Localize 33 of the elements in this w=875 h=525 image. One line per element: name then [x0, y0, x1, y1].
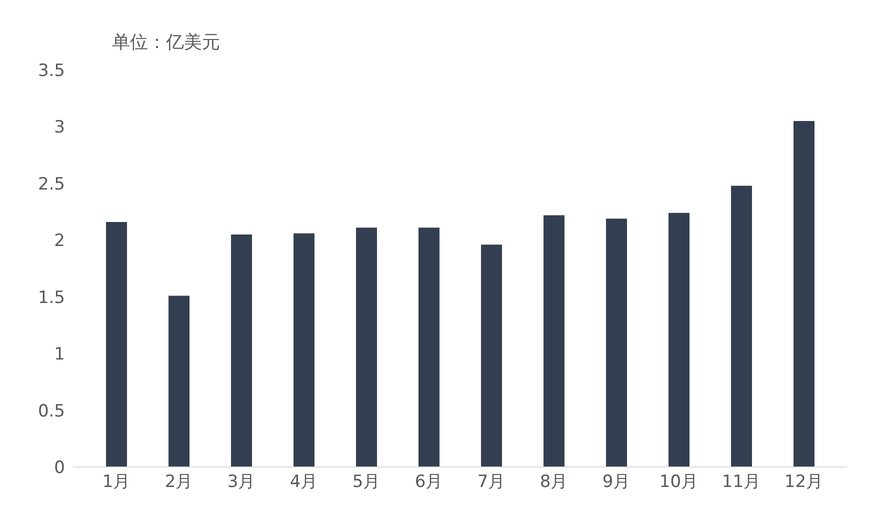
bar [418, 228, 440, 467]
bar [106, 222, 127, 467]
x-tick-label: 2月 [164, 472, 193, 492]
y-tick-label: 2.5 [38, 174, 65, 194]
y-tick-label: 0 [54, 458, 65, 478]
x-tick-label: 1月 [102, 472, 130, 492]
bar [294, 233, 314, 467]
y-tick-label: 2 [54, 231, 65, 252]
x-tick-label: 8月 [540, 472, 568, 492]
x-tick-label: 4月 [290, 472, 318, 492]
bar [668, 212, 690, 467]
x-tick-label: 6月 [414, 472, 443, 492]
bar [481, 244, 502, 467]
bar [168, 296, 190, 467]
x-tick-label: 9月 [602, 472, 630, 492]
y-tick-label: 1.5 [38, 288, 65, 308]
y-tick-label: 3 [54, 118, 65, 138]
bar [544, 215, 564, 467]
x-tick-label: 12月 [784, 472, 824, 492]
bar [731, 186, 752, 467]
y-tick-label: 0.5 [38, 401, 65, 422]
bar [356, 228, 377, 467]
x-tick-label: 5月 [352, 472, 380, 492]
x-tick-label: 3月 [227, 472, 256, 492]
x-tick-label: 11月 [722, 472, 761, 492]
y-tick-label: 1 [54, 344, 65, 365]
y-tick-label: 3.5 [38, 61, 65, 82]
bar [231, 234, 252, 467]
bar [606, 218, 627, 467]
x-tick-label: 7月 [477, 472, 506, 492]
text: 单位：亿美元 [112, 31, 220, 54]
x-tick-label: 10月 [659, 472, 698, 492]
bar [794, 121, 814, 467]
